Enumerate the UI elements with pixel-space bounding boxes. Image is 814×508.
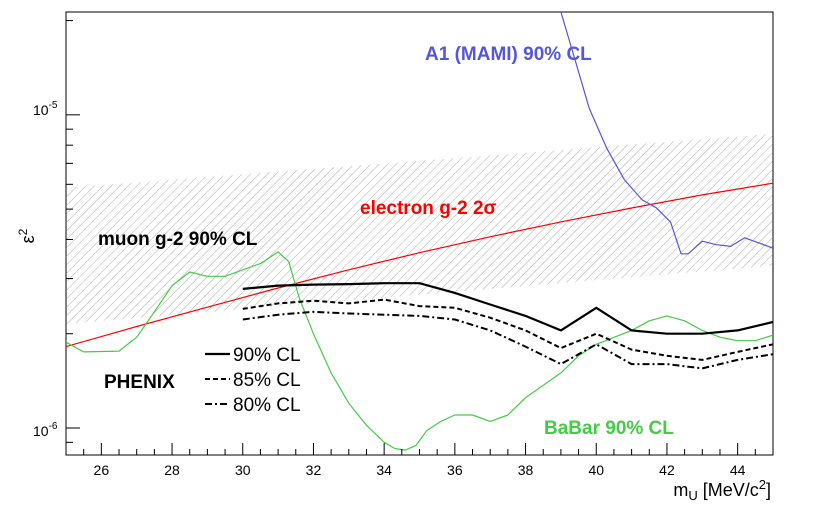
x-axis-title: mU [MeV/c2] [673, 477, 771, 503]
x-tick-label: 36 [447, 462, 463, 478]
x-tick-label: 40 [588, 462, 604, 478]
x-tick-label: 42 [659, 462, 675, 478]
legend-label-90: 90% CL [233, 345, 301, 366]
series-babar-90-cl [66, 251, 773, 451]
series-electron-g-2-2 [66, 182, 773, 348]
x-tick-label: 38 [518, 462, 534, 478]
annotation-babar: BaBar 90% CL [544, 418, 674, 439]
muon-g2-band [66, 133, 773, 324]
x-axis-ticks [65, 443, 774, 455]
x-axis-tick-labels: 26 28 30 32 34 36 38 40 42 44 [94, 462, 746, 478]
x-tick-label: 30 [235, 462, 251, 478]
series-phenix-80-cl [242, 310, 773, 370]
y-axis-ticks [66, 20, 80, 443]
x-tick-label: 44 [730, 462, 746, 478]
x-tick-label: 34 [376, 462, 392, 478]
series-a1-mami-90-cl [560, 12, 773, 255]
legend-label-85: 85% CL [233, 370, 301, 391]
x-tick-label: 28 [164, 462, 180, 478]
x-tick-label: 32 [306, 462, 322, 478]
annotation-a1-mami: A1 (MAMI) 90% CL [425, 44, 592, 65]
annotation-muon-g2: muon g-2 90% CL [98, 229, 258, 250]
x-tick-label: 26 [94, 462, 110, 478]
annotation-phenix: PHENIX [104, 372, 175, 393]
legend: 90% CL 85% CL 80% CL [205, 345, 301, 416]
y-axis-title: ε2 [16, 228, 38, 243]
y-tick-label-1e-6: 10-6 [33, 421, 58, 439]
series-phenix-85-cl [242, 298, 773, 361]
legend-label-80: 80% CL [233, 395, 301, 416]
annotation-electron-g2: electron g-2 2σ [360, 198, 497, 219]
series-phenix-90-cl [242, 282, 773, 335]
y-tick-label-1e-5: 10-5 [33, 100, 58, 118]
